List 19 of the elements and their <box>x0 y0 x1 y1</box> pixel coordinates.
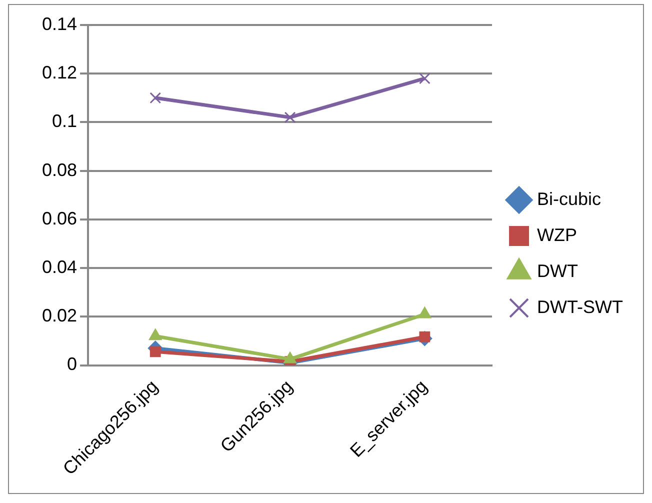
y-tick-label: 0.14 <box>42 14 78 34</box>
y-tick-label: 0.06 <box>42 208 78 228</box>
y-tick-label: 0.08 <box>42 160 78 180</box>
y-tick-label: 0.12 <box>42 62 78 83</box>
legend-label: DWT <box>537 260 578 281</box>
legend-label: Bi-cubic <box>537 188 602 209</box>
point <box>283 352 297 364</box>
point <box>150 346 161 358</box>
point <box>148 328 162 340</box>
y-tick-label: 0.1 <box>52 111 78 132</box>
legend-label: DWT-SWT <box>537 296 624 317</box>
point <box>284 112 296 124</box>
y-tick-label: 0 <box>67 354 78 374</box>
legend-label: WZP <box>537 224 578 245</box>
point <box>150 92 162 104</box>
point <box>418 306 432 318</box>
y-tick-label: 0.02 <box>42 306 78 326</box>
y-tick-label: 0.04 <box>42 257 78 278</box>
point <box>418 72 430 84</box>
